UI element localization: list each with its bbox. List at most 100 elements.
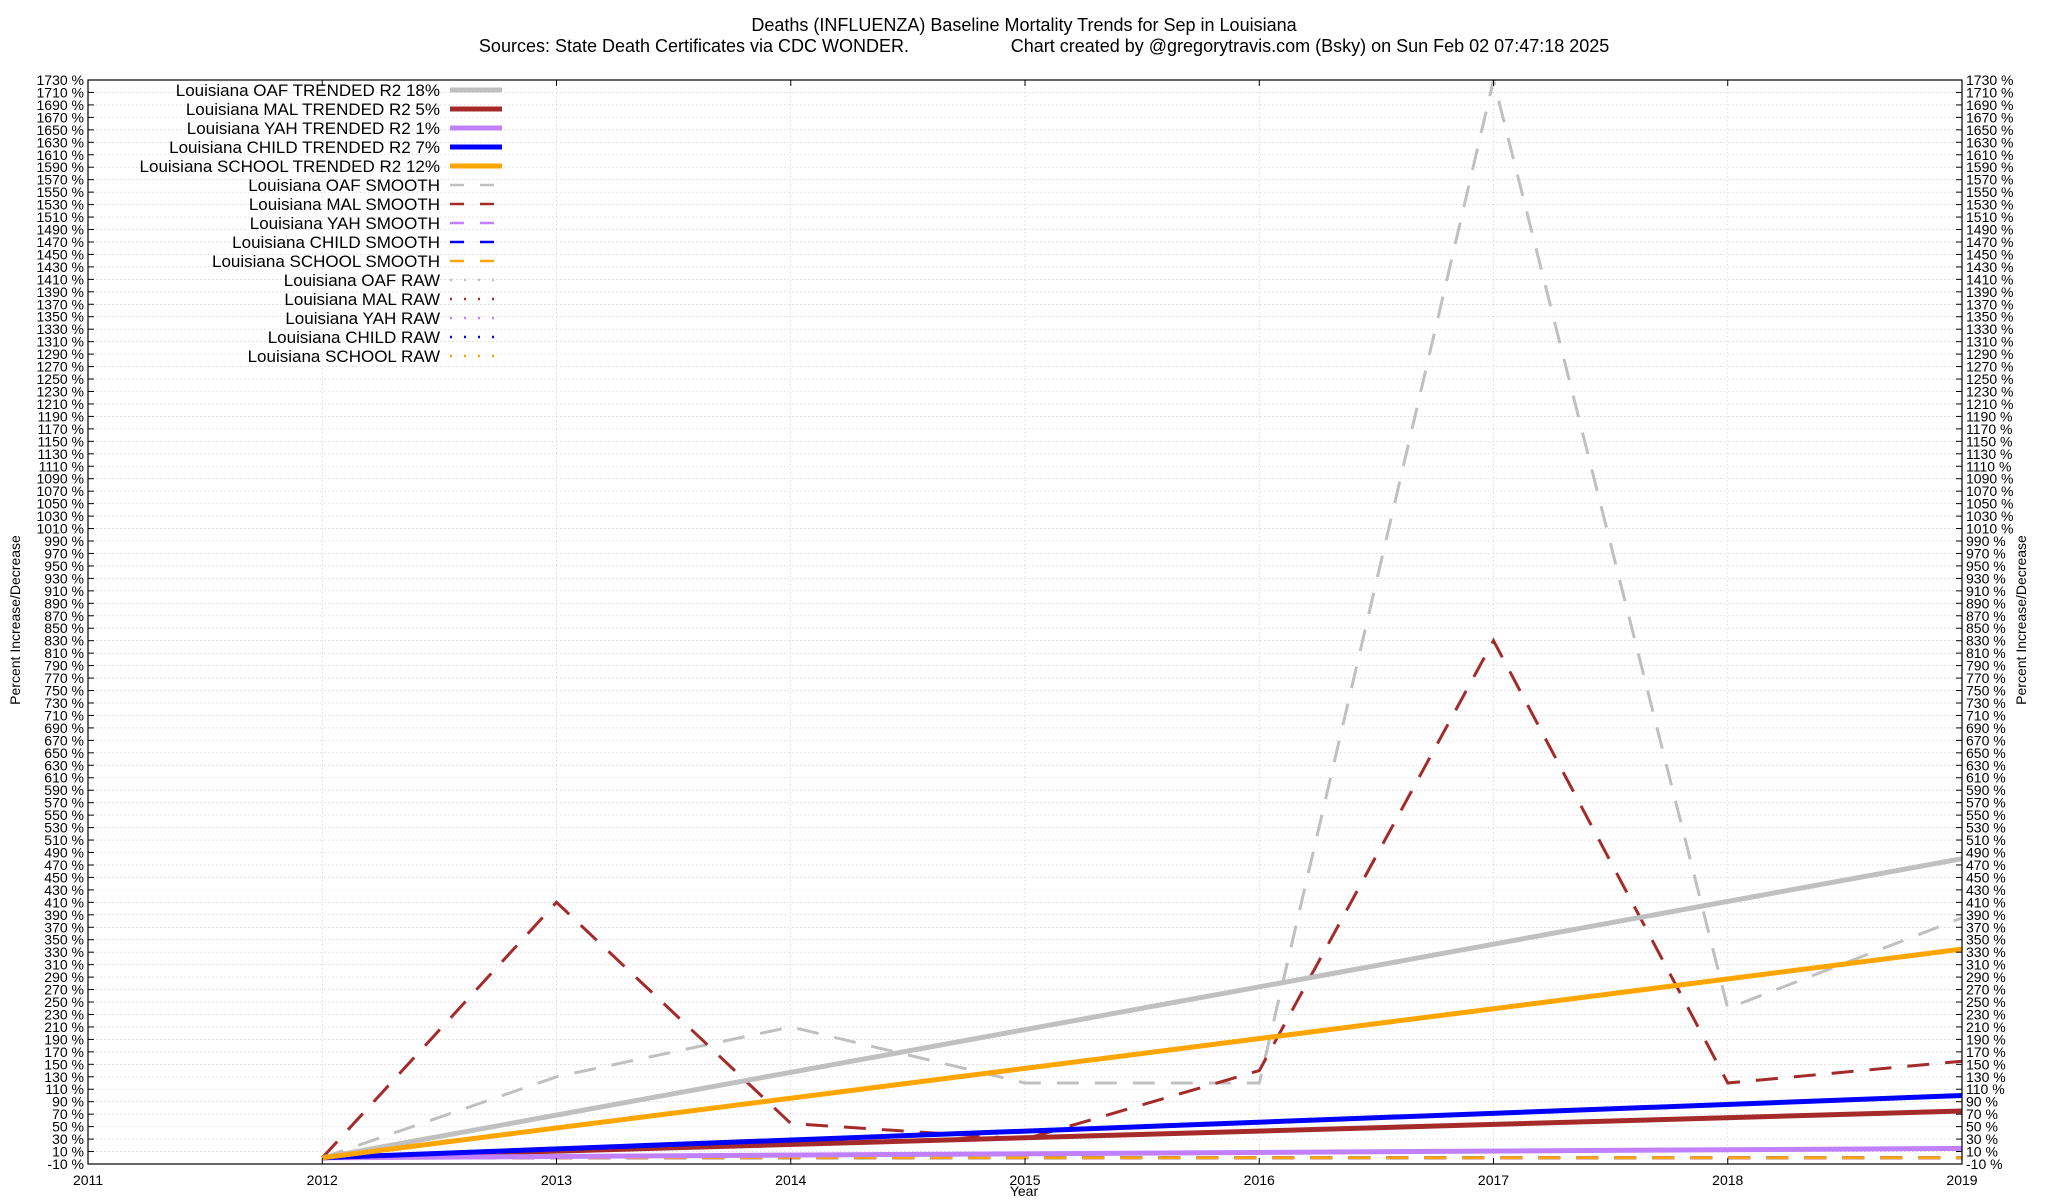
- y-tick-label: 1470 %: [1966, 234, 2013, 250]
- y-tick-label: 270 %: [44, 982, 84, 998]
- y-tick-label: 130 %: [44, 1069, 84, 1085]
- y-tick-label: 510 %: [1966, 832, 2006, 848]
- y-tick-label: 230 %: [1966, 1006, 2006, 1022]
- y-tick-label: 1710 %: [37, 84, 84, 100]
- y-tick-label: 1190 %: [38, 408, 84, 424]
- y-tick-label: 430 %: [1966, 882, 2006, 898]
- y-tick-label: 1310 %: [37, 334, 84, 350]
- legend-label: Louisiana CHILD TRENDED R2 7%: [169, 138, 440, 157]
- y-tick-label: 490 %: [1966, 845, 2006, 861]
- y-tick-label: 1670 %: [1966, 109, 2013, 125]
- y-tick-label: 1150 %: [38, 433, 84, 449]
- y-tick-label: 570 %: [1966, 795, 2006, 811]
- y-tick-label: 810 %: [44, 645, 84, 661]
- x-tick-label: 2017: [1478, 1172, 1509, 1188]
- y-tick-label: 190 %: [1966, 1031, 2006, 1047]
- y-tick-label: 1530 %: [1966, 197, 2013, 213]
- y-tick-label: 870 %: [44, 608, 84, 624]
- y-tick-label: 850 %: [44, 620, 84, 636]
- y-tick-label: 1030 %: [1966, 508, 2013, 524]
- y-tick-label: 1230 %: [1966, 383, 2013, 399]
- legend-label: Louisiana CHILD SMOOTH: [232, 233, 440, 252]
- y-tick-label: 1510 %: [37, 209, 84, 225]
- y-tick-label: 1110 %: [1966, 458, 2011, 474]
- series-line-louisiana-school-trended-r: [321, 946, 1963, 1161]
- y-tick-label: 1470 %: [37, 234, 84, 250]
- y-ticks-left: -10 %10 %30 %50 %70 %90 %110 %130 %150 %…: [37, 72, 94, 1172]
- y-tick-label: 830 %: [44, 633, 84, 649]
- y-tick-label: 1070 %: [37, 483, 84, 499]
- legend-label: Louisiana OAF RAW: [284, 271, 440, 290]
- y-tick-label: 270 %: [1966, 982, 2006, 998]
- y-tick-label: 390 %: [44, 907, 84, 923]
- y-tick-label: 1010 %: [1966, 521, 2013, 537]
- y-tick-label: 10 %: [52, 1144, 84, 1160]
- y-tick-label: 1050 %: [1966, 496, 2013, 512]
- y-tick-label: 1710 %: [1966, 84, 2013, 100]
- y-tick-label: 370 %: [1966, 919, 2006, 935]
- y-tick-label: 590 %: [44, 782, 84, 798]
- series-line-louisiana-mal-smooth: [321, 637, 1963, 1159]
- y-tick-label: 870 %: [1966, 608, 2006, 624]
- y-tick-label: 530 %: [1966, 820, 2006, 836]
- y-tick-label: 210 %: [44, 1019, 84, 1035]
- legend-label: Louisiana CHILD RAW: [268, 328, 440, 347]
- y-tick-label: 1570 %: [37, 172, 84, 188]
- y-tick-label: 770 %: [44, 670, 84, 686]
- y-tick-label: 890 %: [1966, 595, 2006, 611]
- y-tick-label: 1630 %: [37, 134, 84, 150]
- y-tick-label: 1610 %: [37, 147, 84, 163]
- y-tick-label: 910 %: [1966, 583, 2006, 599]
- y-tick-label: 1450 %: [37, 246, 84, 262]
- y-tick-label: 890 %: [44, 595, 84, 611]
- chart-title: Deaths (INFLUENZA) Baseline Mortality Tr…: [751, 15, 1297, 35]
- y-tick-label: 410 %: [44, 894, 84, 910]
- y-tick-label: 670 %: [44, 732, 84, 748]
- y-axis-label-left: Percent Increase/Decrease: [7, 535, 23, 705]
- y-tick-label: 1430 %: [1966, 259, 2013, 275]
- grid-lines: [87, 79, 1963, 1165]
- series-line-louisiana-mal-trended-r: [322, 1108, 1963, 1161]
- y-tick-label: 1590 %: [1966, 159, 2013, 175]
- y-tick-label: 350 %: [44, 932, 84, 948]
- y-tick-label: 1410 %: [37, 271, 84, 287]
- y-tick-label: 1210 %: [37, 396, 84, 412]
- y-tick-label: 1230 %: [37, 383, 84, 399]
- y-tick-label: 310 %: [44, 957, 84, 973]
- y-tick-label: 950 %: [44, 558, 84, 574]
- y-tick-label: 1210 %: [1966, 396, 2013, 412]
- y-tick-label: 630 %: [1966, 757, 2006, 773]
- y-tick-label: 150 %: [1966, 1056, 2006, 1072]
- y-tick-label: 1690 %: [37, 97, 84, 113]
- y-tick-label: 170 %: [1966, 1044, 2006, 1060]
- y-tick-label: 1690 %: [1966, 97, 2013, 113]
- y-tick-label: 190 %: [44, 1031, 84, 1047]
- series-line-louisiana-oaf-smooth: [321, 79, 1963, 1160]
- y-axis-label-right: Percent Increase/Decrease: [2013, 535, 2029, 705]
- y-tick-label: 790 %: [1966, 658, 2006, 674]
- y-tick-label: 1330 %: [1966, 321, 2013, 337]
- y-tick-label: 290 %: [1966, 969, 2006, 985]
- y-tick-label: 250 %: [1966, 994, 2006, 1010]
- y-tick-label: 1030 %: [37, 508, 84, 524]
- y-tick-label: 1410 %: [1966, 271, 2013, 287]
- y-tick-label: 950 %: [1966, 558, 2006, 574]
- y-tick-label: 1650 %: [1966, 122, 2013, 138]
- legend-label: Louisiana MAL RAW: [284, 290, 440, 309]
- y-tick-label: 1390 %: [37, 284, 84, 300]
- y-tick-label: 210 %: [1966, 1019, 2006, 1035]
- y-tick-label: 1730 %: [1966, 72, 2013, 88]
- y-tick-label: 90 %: [1966, 1094, 1998, 1110]
- y-tick-label: 1610 %: [1966, 147, 2013, 163]
- x-tick-label: 2012: [307, 1172, 338, 1188]
- y-tick-label: 1290 %: [1966, 346, 2013, 362]
- y-tick-label: 1550 %: [37, 184, 84, 200]
- y-tick-label: 1090 %: [1966, 471, 2013, 487]
- chart-subtitle-sources: Sources: State Death Certificates via CD…: [479, 36, 909, 56]
- y-tick-label: 1730 %: [37, 72, 84, 88]
- y-tick-label: 830 %: [1966, 633, 2006, 649]
- y-tick-label: 1190 %: [1966, 408, 2012, 424]
- y-tick-label: 110 %: [1966, 1081, 2005, 1097]
- series-line-louisiana-child-trended-r: [322, 1093, 1963, 1161]
